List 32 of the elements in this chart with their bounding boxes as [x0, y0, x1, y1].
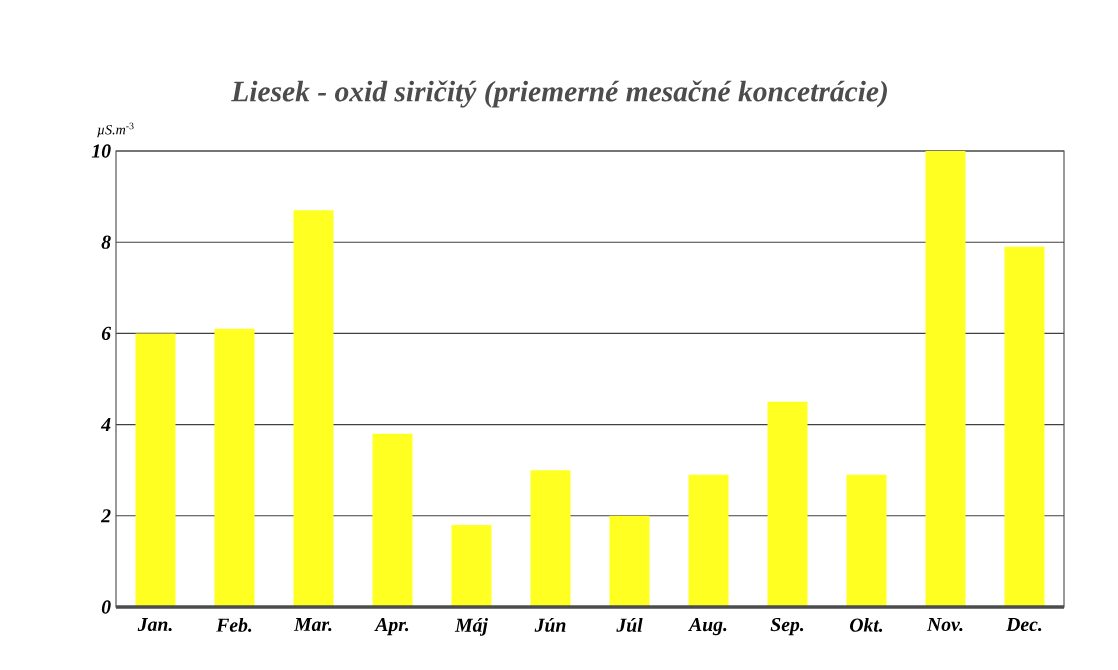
y-tick-label: 8 — [101, 235, 111, 249]
y-tick-label: 0 — [101, 600, 111, 614]
bar — [530, 470, 571, 607]
bar — [1004, 246, 1045, 607]
x-tick-label: Nov. — [926, 617, 963, 632]
x-tick-label: Feb. — [216, 617, 252, 632]
y-tick-label: 10 — [91, 144, 111, 158]
bar — [293, 210, 334, 607]
bar — [135, 333, 176, 607]
y-tick-label: 4 — [100, 418, 111, 432]
x-tick-label: Apr. — [374, 617, 409, 636]
bar — [846, 474, 887, 607]
x-tick-label: Máj — [454, 617, 488, 636]
bar — [451, 524, 492, 607]
bar — [214, 328, 255, 607]
y-axis-title: µS.m$^{-3}$ — [97, 122, 134, 138]
x-tick-label: Okt. — [849, 617, 883, 632]
x-tick-label: Jan. — [137, 617, 172, 632]
x-tick-label: Sep. — [770, 617, 804, 636]
x-tick-label: Dec. — [1006, 617, 1042, 632]
x-tick-label: Mar. — [293, 617, 332, 632]
chart-title: Liesek - oxid siričitý (priemerné mesačné koncetrácie) — [231, 80, 887, 108]
bar — [609, 515, 650, 607]
bar — [372, 433, 413, 607]
bar — [925, 150, 966, 607]
y-tick-label: 2 — [100, 509, 111, 523]
x-tick-label: Jún — [534, 617, 566, 632]
y-tick-label: 6 — [101, 326, 112, 341]
bar — [688, 474, 729, 607]
x-tick-label: Júl — [616, 617, 643, 632]
bar — [767, 401, 808, 607]
x-tick-label: Aug. — [688, 617, 727, 636]
